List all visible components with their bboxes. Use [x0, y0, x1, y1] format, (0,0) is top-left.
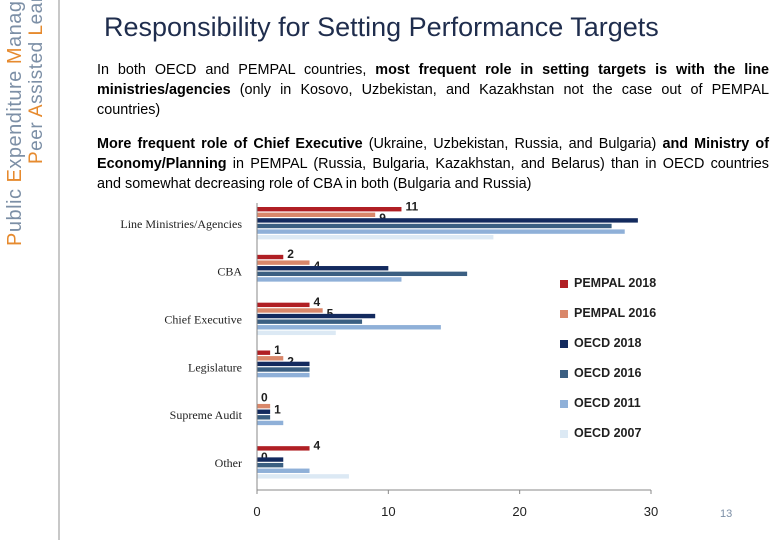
bar — [257, 260, 310, 265]
bar — [257, 420, 284, 426]
bar — [257, 313, 376, 319]
category-label: CBA — [217, 265, 242, 279]
data-label: 0 — [261, 391, 268, 405]
slide-title: Responsibility for Setting Performance T… — [104, 12, 659, 42]
data-label: 4 — [314, 439, 321, 453]
data-label: 0 — [261, 450, 268, 464]
bar — [257, 266, 389, 271]
category-label: Other — [215, 456, 242, 470]
legend-label: OECD 2018 — [574, 336, 642, 350]
bar — [257, 218, 638, 223]
category-label: Chief Executive — [164, 312, 242, 326]
paragraph-text-run-3: in PEMPAL (Russia, Bulgaria, Kazakhstan,… — [97, 156, 769, 192]
paragraph-text-run-1: (Ukraine, Uzbekistan, Russia, and Bulgar… — [362, 136, 663, 152]
bar — [257, 409, 271, 414]
paragraph-text-run-1: most frequent role in setting targets is… — [97, 62, 770, 98]
legend-item: OECD 2018 — [560, 336, 641, 354]
bar — [257, 350, 271, 355]
bar — [257, 319, 363, 324]
legend-label: PEMPAL 2018 — [574, 276, 657, 290]
legend-swatch — [560, 429, 568, 438]
data-label: 5 — [327, 307, 334, 321]
x-tick-label: 20 — [512, 504, 526, 519]
legend-swatch — [560, 339, 568, 348]
data-label: 2 — [287, 247, 294, 261]
sidebar: Public Expenditure Management Peer Assis… — [0, 0, 60, 540]
data-label: 1 — [274, 343, 281, 357]
bar — [257, 212, 376, 217]
bar — [257, 457, 284, 462]
data-label: 1 — [274, 402, 281, 416]
category-label: Legislature — [188, 360, 242, 374]
bar — [257, 372, 310, 378]
data-label: 2 — [287, 355, 294, 369]
bar — [257, 271, 468, 277]
legend-label: PEMPAL 2016 — [574, 306, 657, 320]
data-label: 11 — [405, 199, 418, 213]
paragraph-text-run-2: and Ministry of Economy/Planning — [97, 136, 769, 172]
legend-label: OECD 2016 — [574, 366, 642, 380]
bar — [257, 254, 284, 260]
x-tick-label: 0 — [253, 504, 260, 519]
paragraph-text-run-0: More frequent role of Chief Executive — [97, 136, 363, 152]
data-label: 4 — [314, 295, 321, 309]
legend-label: OECD 2011 — [574, 396, 641, 410]
bar — [257, 330, 336, 336]
bar — [257, 308, 323, 313]
bar — [257, 367, 310, 372]
bar — [257, 223, 612, 229]
paragraph-text-run-2: (only in Kosovo, Uzbekistan, and Kazakhs… — [97, 82, 769, 118]
legend-item: OECD 2011 — [560, 396, 641, 414]
x-tick-label: 10 — [381, 504, 395, 519]
bar — [257, 302, 310, 308]
bar — [257, 462, 284, 468]
bar — [257, 277, 402, 282]
bar — [257, 446, 310, 451]
bar — [257, 474, 349, 479]
category-label: Line Ministries/Agencies — [120, 217, 242, 231]
bar — [257, 468, 310, 473]
bar — [257, 207, 402, 212]
bar — [257, 325, 441, 330]
legend-swatch — [560, 369, 568, 378]
bar — [257, 361, 310, 367]
paragraph-chief-executive: More frequent role of Chief Executive (U… — [97, 134, 769, 194]
legend-item: OECD 2016 — [560, 366, 641, 384]
bar — [257, 403, 271, 409]
data-label: 4 — [314, 259, 321, 273]
legend-item: PEMPAL 2016 — [560, 306, 656, 324]
bar — [257, 235, 494, 240]
bar — [257, 356, 284, 361]
paragraph-text-run-0: In both OECD and PEMPAL countries, — [97, 62, 376, 78]
legend-item: PEMPAL 2018 — [560, 276, 656, 294]
legend-label: OECD 2007 — [574, 426, 642, 440]
sidebar-divider — [58, 0, 60, 540]
bar — [257, 415, 271, 420]
data-label: 9 — [379, 211, 386, 225]
legend-swatch — [560, 399, 568, 408]
legend-swatch — [560, 279, 568, 288]
legend-item: OECD 2007 — [560, 426, 641, 444]
x-tick-label: 30 — [644, 504, 658, 519]
page-number: 13 — [720, 508, 733, 520]
bar — [257, 229, 625, 234]
legend-swatch — [560, 309, 568, 318]
paragraph-line-ministries: In both OECD and PEMPAL countries, most … — [97, 60, 769, 120]
category-label: Supreme Audit — [170, 408, 243, 422]
